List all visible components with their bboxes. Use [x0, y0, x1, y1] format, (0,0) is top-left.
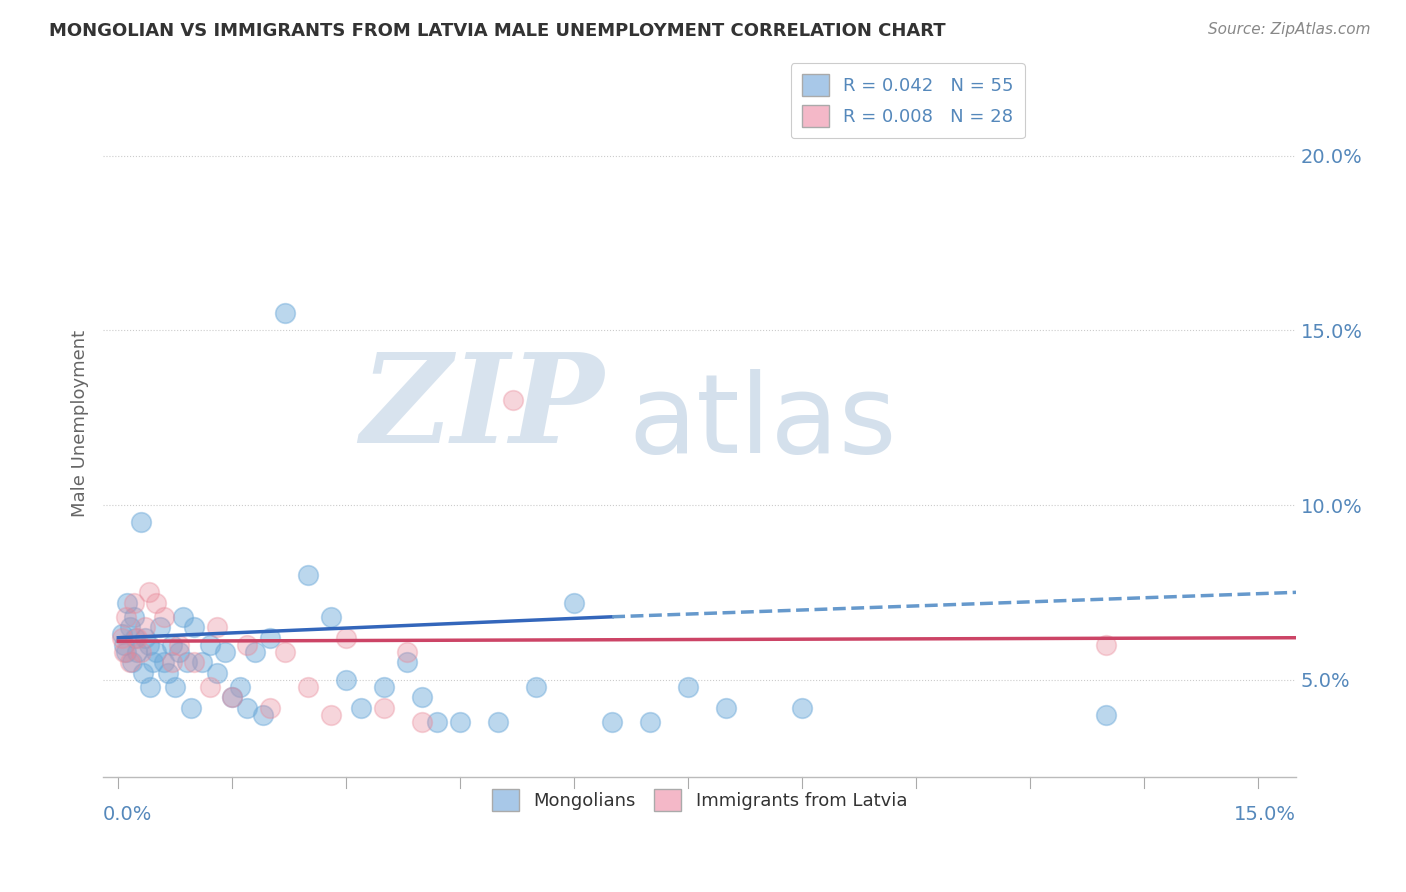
Point — [792, 700, 814, 714]
Point — [638, 714, 661, 729]
Point — [183, 620, 205, 634]
Point — [172, 609, 194, 624]
Legend: Mongolians, Immigrants from Latvia: Mongolians, Immigrants from Latvia — [485, 781, 914, 818]
Point — [1095, 707, 1118, 722]
Point — [335, 631, 357, 645]
Point — [229, 680, 252, 694]
Point — [129, 645, 152, 659]
Point — [117, 596, 139, 610]
Point — [1095, 638, 1118, 652]
Point — [274, 645, 297, 659]
Point — [141, 655, 163, 669]
Point — [115, 645, 138, 659]
Y-axis label: Male Unemployment: Male Unemployment — [72, 329, 89, 516]
Point — [179, 700, 201, 714]
Point — [111, 631, 134, 645]
Point — [122, 596, 145, 610]
Point — [205, 665, 228, 680]
Point — [236, 638, 259, 652]
Point — [191, 655, 214, 669]
Point — [236, 700, 259, 714]
Point — [145, 596, 167, 610]
Point — [122, 609, 145, 624]
Text: atlas: atlas — [628, 369, 897, 476]
Point — [198, 638, 221, 652]
Point — [124, 631, 146, 645]
Point — [319, 609, 342, 624]
Point — [167, 645, 190, 659]
Point — [259, 700, 281, 714]
Point — [411, 690, 433, 704]
Point — [600, 714, 623, 729]
Point — [221, 690, 243, 704]
Point — [214, 645, 236, 659]
Text: MONGOLIAN VS IMMIGRANTS FROM LATVIA MALE UNEMPLOYMENT CORRELATION CHART: MONGOLIAN VS IMMIGRANTS FROM LATVIA MALE… — [49, 22, 946, 40]
Point — [176, 655, 198, 669]
Point — [145, 645, 167, 659]
Point — [160, 655, 183, 669]
Point — [373, 680, 395, 694]
Point — [350, 700, 373, 714]
Point — [524, 680, 547, 694]
Point — [676, 680, 699, 694]
Point — [153, 609, 176, 624]
Point — [138, 638, 160, 652]
Point — [121, 655, 143, 669]
Point — [165, 680, 187, 694]
Point — [396, 655, 419, 669]
Text: 15.0%: 15.0% — [1234, 805, 1296, 824]
Point — [198, 680, 221, 694]
Point — [112, 638, 135, 652]
Point — [426, 714, 449, 729]
Point — [131, 665, 153, 680]
Point — [297, 567, 319, 582]
Point — [297, 680, 319, 694]
Point — [373, 700, 395, 714]
Point — [205, 620, 228, 634]
Point — [127, 645, 149, 659]
Text: Source: ZipAtlas.com: Source: ZipAtlas.com — [1208, 22, 1371, 37]
Point — [167, 638, 190, 652]
Point — [714, 700, 737, 714]
Point — [127, 631, 149, 645]
Point — [243, 645, 266, 659]
Point — [118, 620, 141, 634]
Point — [562, 596, 585, 610]
Point — [449, 714, 471, 729]
Point — [319, 707, 342, 722]
Point — [111, 627, 134, 641]
Point — [259, 631, 281, 645]
Text: 0.0%: 0.0% — [103, 805, 152, 824]
Point — [221, 690, 243, 704]
Point — [274, 306, 297, 320]
Point — [335, 673, 357, 687]
Point — [129, 516, 152, 530]
Point — [183, 655, 205, 669]
Point — [112, 645, 135, 659]
Point — [411, 714, 433, 729]
Point — [252, 707, 274, 722]
Point — [149, 620, 172, 634]
Point — [160, 638, 183, 652]
Text: ZIP: ZIP — [360, 348, 605, 469]
Point — [153, 655, 176, 669]
Point — [134, 620, 156, 634]
Point — [486, 714, 509, 729]
Point — [118, 655, 141, 669]
Point — [138, 585, 160, 599]
Point — [139, 680, 162, 694]
Point — [396, 645, 419, 659]
Point — [115, 609, 138, 624]
Point — [156, 665, 179, 680]
Point — [134, 631, 156, 645]
Point — [502, 393, 524, 408]
